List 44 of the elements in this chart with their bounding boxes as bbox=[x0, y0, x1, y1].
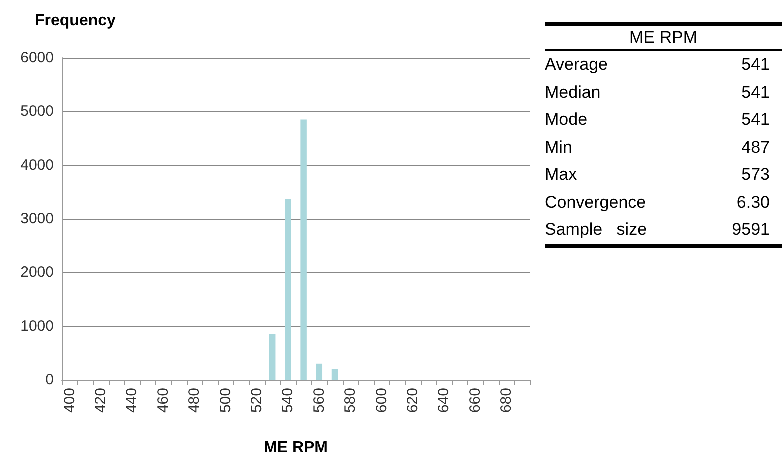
text: 6.30 bbox=[736, 192, 770, 214]
text: Convergence bbox=[545, 192, 646, 214]
text: Min bbox=[545, 136, 572, 158]
x-tick-label: 620 bbox=[404, 388, 422, 414]
text: 487 bbox=[742, 136, 770, 158]
x-tick-label: 660 bbox=[466, 388, 484, 414]
x-tick-label: 640 bbox=[436, 388, 453, 414]
x-tick-label: 600 bbox=[373, 388, 390, 414]
y-axis-title: Frequency bbox=[35, 12, 116, 30]
x-tick-label: 560 bbox=[310, 388, 328, 414]
y-tick-label: 6000 bbox=[20, 50, 54, 66]
text: Max bbox=[545, 164, 578, 186]
bar bbox=[269, 334, 276, 380]
x-tick-label: 500 bbox=[217, 388, 234, 414]
x-tick-label: 520 bbox=[248, 388, 266, 414]
text: Sample size bbox=[545, 219, 648, 241]
y-tick-label: 0 bbox=[46, 372, 54, 388]
text: 541 bbox=[742, 82, 770, 104]
y-tick-label: 5000 bbox=[20, 103, 54, 120]
x-tick-label: 400 bbox=[61, 388, 78, 414]
x-tick-label: 580 bbox=[342, 388, 360, 414]
y-tick-label: 2000 bbox=[20, 264, 54, 282]
x-tick-label: 680 bbox=[498, 388, 516, 414]
x-tick-label: 440 bbox=[124, 388, 141, 414]
x-tick-label: 480 bbox=[186, 388, 204, 414]
x-tick-label: 540 bbox=[280, 388, 297, 414]
bar bbox=[332, 369, 338, 380]
x-tick-label: 420 bbox=[92, 388, 110, 414]
y-tick-label: 4000 bbox=[20, 156, 54, 174]
y-tick-label: 3000 bbox=[20, 210, 54, 228]
x-axis-title: ME RPM bbox=[264, 440, 328, 456]
text: 573 bbox=[742, 164, 770, 186]
y-tick-label: 1000 bbox=[20, 318, 54, 335]
text: 9591 bbox=[732, 219, 770, 241]
x-tick-label: 460 bbox=[154, 388, 172, 414]
bar bbox=[316, 364, 323, 380]
text: Median bbox=[545, 82, 601, 104]
text: Mode bbox=[545, 109, 588, 131]
text: ME RPM bbox=[545, 22, 782, 51]
bar bbox=[300, 120, 307, 380]
bar bbox=[285, 199, 292, 380]
text: Average bbox=[545, 54, 608, 76]
text: 541 bbox=[742, 54, 770, 76]
text: 541 bbox=[742, 109, 770, 131]
